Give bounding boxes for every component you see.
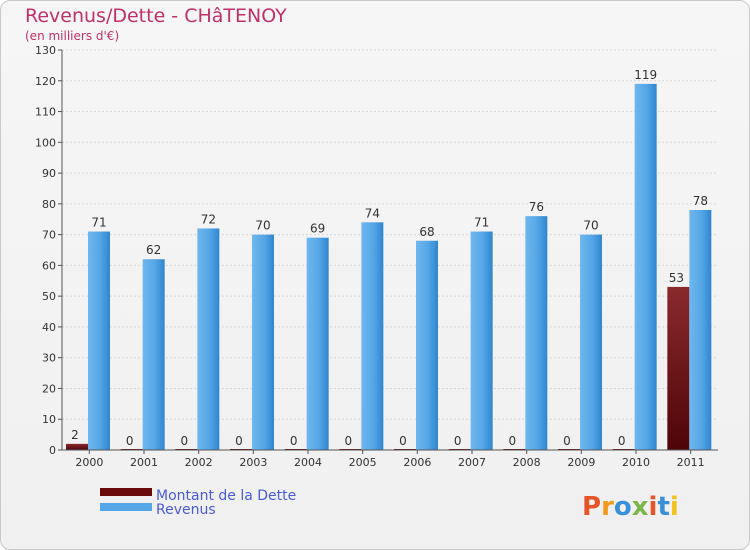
- x-tick-label: 2000: [75, 456, 103, 469]
- y-axis: 0 10 20 30 40 50 60 70 80 90 100 110 120 130: [35, 44, 63, 457]
- y-tick-label: 70: [42, 229, 56, 242]
- data-label-debt-2004: 0: [290, 434, 298, 448]
- bar-revenus-2004: [306, 237, 329, 450]
- bar-revenus-2010: [634, 83, 657, 450]
- y-tick-label: 110: [35, 106, 56, 119]
- x-tick-label: 2011: [677, 456, 705, 469]
- x-tick-label: 2007: [458, 456, 486, 469]
- x-axis: 2000 2001 2002 2003 2004 2005 2006 2007 2008 2009…: [62, 449, 718, 469]
- data-label-debt-2009: 0: [563, 434, 571, 448]
- y-tick-label: 20: [42, 382, 56, 395]
- x-tick-label: 2005: [349, 456, 377, 469]
- data-label-debt-2000: 2: [71, 428, 79, 442]
- y-tick-label: 0: [49, 444, 56, 457]
- legend-swatch-revenus: [100, 503, 152, 511]
- bar-revenus-2006: [416, 240, 438, 450]
- bar-debt-2000: [66, 443, 88, 450]
- bar-revenus-2000: [88, 231, 110, 450]
- bar-debt-2011: [667, 286, 690, 450]
- y-tick-label: 90: [42, 167, 56, 180]
- x-tick-label: 2003: [239, 456, 267, 469]
- x-tick-label: 2001: [130, 456, 158, 469]
- data-label-debt-2005: 0: [345, 434, 353, 448]
- x-tick-label: 2010: [622, 456, 650, 469]
- legend-label-debt: Montant de la Dette: [156, 488, 296, 504]
- data-label-debt-2003: 0: [235, 434, 243, 448]
- legend: Montant de la Dette Revenus: [100, 488, 296, 518]
- x-tick-label: 2006: [403, 456, 431, 469]
- data-label-revenus-2000: 71: [91, 216, 106, 230]
- data-label-debt-2007: 0: [454, 434, 462, 448]
- y-tick-label: 30: [42, 352, 56, 365]
- bar-revenus-2002: [197, 228, 220, 450]
- data-label-revenus-2004: 69: [310, 222, 325, 236]
- data-label-revenus-2009: 70: [583, 219, 598, 233]
- bar-revenus-2005: [361, 222, 384, 450]
- y-tick-label: 40: [42, 321, 56, 334]
- data-label-revenus-2006: 68: [419, 225, 434, 239]
- data-label-debt-2002: 0: [181, 434, 189, 448]
- data-label-debt-2008: 0: [509, 434, 517, 448]
- bar-revenus-2007: [470, 231, 493, 450]
- proxiti-logo: Proxiti: [582, 492, 679, 522]
- chart-subtitle: (en milliers d'€): [25, 29, 119, 43]
- data-label-debt-2010: 0: [618, 434, 626, 448]
- data-label-revenus-2002: 72: [201, 212, 216, 226]
- x-tick-label: 2009: [567, 456, 595, 469]
- y-tick-label: 100: [35, 136, 56, 149]
- bar-revenus-2001: [142, 259, 165, 450]
- data-label-revenus-2001: 62: [146, 243, 161, 257]
- y-tick-label: 10: [42, 413, 56, 426]
- y-tick-label: 130: [35, 44, 56, 57]
- data-label-revenus-2005: 74: [365, 206, 380, 220]
- bar-revenus-2008: [525, 216, 548, 450]
- data-label-debt-2006: 0: [399, 434, 407, 448]
- x-tick-label: 2002: [185, 456, 213, 469]
- data-label-revenus-2007: 71: [474, 216, 489, 230]
- y-tick-label: 60: [42, 259, 56, 272]
- data-label-debt-2011: 53: [669, 271, 684, 285]
- data-label-revenus-2003: 70: [255, 219, 270, 233]
- bar-revenus-2011: [689, 210, 712, 450]
- data-label-revenus-2011: 78: [693, 194, 708, 208]
- y-tick-label: 50: [42, 290, 56, 303]
- x-tick-label: 2008: [513, 456, 541, 469]
- legend-swatch-debt: [100, 488, 152, 496]
- y-tick-label: 80: [42, 198, 56, 211]
- legend-label-revenus: Revenus: [156, 502, 216, 518]
- x-tick-label: 2004: [294, 456, 322, 469]
- y-tick-label: 120: [35, 75, 56, 88]
- bars: 2 71 0 62 0 72 0 70 0 69 0 74 0 68 0 71 0 76 0 70 0 119 53 78: [66, 68, 712, 450]
- bar-revenus-2009: [580, 234, 602, 450]
- chart-title: Revenus/Dette - CHâTENOY: [25, 5, 287, 27]
- data-label-revenus-2010: 119: [634, 68, 657, 82]
- bar-revenus-2003: [252, 234, 274, 450]
- data-label-debt-2001: 0: [126, 434, 134, 448]
- data-label-revenus-2008: 76: [529, 200, 544, 214]
